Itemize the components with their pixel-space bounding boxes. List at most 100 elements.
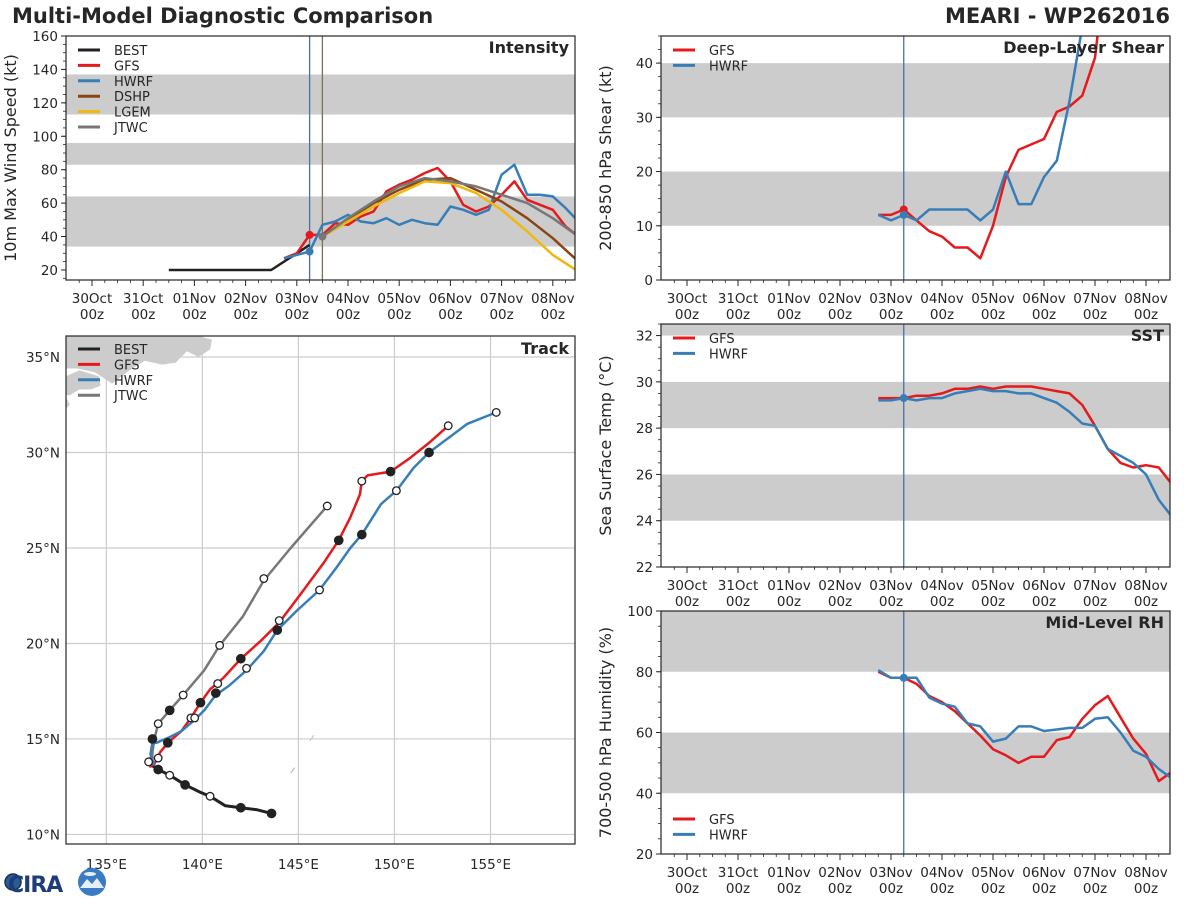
x-tick-label-date: 06Nov xyxy=(1022,291,1066,307)
island-mariana xyxy=(309,734,315,742)
track-point-00z-best xyxy=(266,808,277,819)
x-tick-label-date: 01Nov xyxy=(173,291,217,307)
shaded-band xyxy=(661,474,1170,521)
x-tick-label-date: 05Nov xyxy=(971,578,1015,594)
lon-tick-label: 145°E xyxy=(278,857,319,873)
track-point-00z-hwrf xyxy=(210,688,221,698)
track-point-00z-gfs xyxy=(235,653,246,664)
x-tick-label-date: 31Oct xyxy=(718,578,759,594)
initial-marker-jtwc xyxy=(318,232,327,241)
shaded-band xyxy=(661,171,1170,226)
shaded-band xyxy=(661,381,1170,429)
x-tick-label-date: 08Nov xyxy=(531,291,575,307)
x-tick-label-hour: 00z xyxy=(182,307,206,323)
x-tick-label-hour: 00z xyxy=(879,881,903,897)
panel-shear: 01020304030Oct00z31Oct00z01Nov00z02Nov00… xyxy=(596,35,1171,323)
x-tick-label-date: 02Nov xyxy=(224,291,268,307)
land-japan-honshu xyxy=(66,336,212,384)
initial-marker-hwrf xyxy=(899,210,908,219)
track-point-00z-hwrf xyxy=(272,625,283,635)
series-group xyxy=(168,163,575,272)
y-tick-label: 80 xyxy=(41,163,58,179)
y-tick-label: 20 xyxy=(636,847,653,863)
y-tick-label: 100 xyxy=(32,129,58,145)
x-tick-label-date: 31Oct xyxy=(718,865,759,881)
x-tick-label-hour: 00z xyxy=(726,881,750,897)
x-tick-label-hour: 00z xyxy=(336,307,360,323)
shaded-band xyxy=(661,611,1170,672)
series-line-hwrf xyxy=(283,163,575,260)
legend-label: BEST xyxy=(114,343,147,358)
track-point-12z-hwrf xyxy=(242,663,252,673)
plot-frame xyxy=(660,323,1171,568)
y-tick-label: 20 xyxy=(636,165,653,181)
y-axis-label: Sea Surface Temp (°C) xyxy=(596,355,615,535)
shaded-band xyxy=(66,142,575,165)
track-point-12z-gfs xyxy=(274,616,284,626)
y-tick-label: 100 xyxy=(627,604,653,620)
x-tick-label-hour: 00z xyxy=(1083,594,1107,610)
track-point-00z-gfs xyxy=(385,466,396,477)
track-point-00z-hwrf xyxy=(424,447,434,458)
legend-label: HWRF xyxy=(114,374,153,389)
shaded-band xyxy=(661,732,1170,794)
x-tick-label-hour: 00z xyxy=(1032,307,1056,323)
track-point-12z-jtwc xyxy=(322,501,332,511)
panel-rh: 2040608010030Oct00z31Oct00z01Nov00z02Nov… xyxy=(596,604,1171,897)
x-tick-label-hour: 00z xyxy=(828,594,852,610)
cira-logo-text: CIRA xyxy=(8,873,63,898)
x-tick-label-hour: 00z xyxy=(981,307,1005,323)
legend-label: HWRF xyxy=(709,59,748,74)
track-line-best xyxy=(149,751,272,815)
track-point-00z-best xyxy=(180,779,190,790)
y-tick-label: 40 xyxy=(636,56,653,72)
initial-marker-gfs xyxy=(305,230,314,239)
legend-label: JTWC xyxy=(113,121,148,136)
x-tick-label-date: 31Oct xyxy=(123,291,164,307)
legend-label: GFS xyxy=(114,358,140,373)
track-point-12z-jtwc xyxy=(153,719,163,729)
x-tick-label-hour: 00z xyxy=(777,881,801,897)
x-tick-label-date: 07Nov xyxy=(1073,578,1117,594)
x-tick-label-hour: 00z xyxy=(930,594,954,610)
track-line-jtwc xyxy=(151,505,329,762)
map-area xyxy=(66,336,575,844)
x-tick-label-date: 31Oct xyxy=(718,291,759,307)
y-tick-label: 26 xyxy=(636,467,653,483)
x-tick-label-date: 02Nov xyxy=(818,865,862,881)
land-japan-kyushu xyxy=(66,383,70,409)
x-tick-label-hour: 00z xyxy=(233,307,257,323)
series-line-hwrf xyxy=(877,36,1082,222)
x-tick-label-date: 30Oct xyxy=(667,578,708,594)
legend-label: JTWC xyxy=(113,389,148,404)
x-tick-label-hour: 00z xyxy=(1032,881,1056,897)
series-line-dshp xyxy=(321,176,575,261)
x-tick-label-date: 04Nov xyxy=(920,578,964,594)
x-tick-label-hour: 00z xyxy=(930,307,954,323)
y-tick-label: 24 xyxy=(636,514,653,530)
y-tick-label: 160 xyxy=(32,29,58,45)
x-tick-label-date: 04Nov xyxy=(326,291,370,307)
y-tick-label: 60 xyxy=(41,196,58,212)
x-tick-label-date: 06Nov xyxy=(429,291,473,307)
main-title: Multi-Model Diagnostic Comparison xyxy=(12,4,434,28)
track-point-00z-gfs xyxy=(333,535,344,546)
y-tick-label: 120 xyxy=(32,96,58,112)
initial-marker-hwrf xyxy=(899,394,908,403)
y-tick-label: 0 xyxy=(644,273,653,289)
track-point-12z-jtwc xyxy=(178,690,188,700)
panel-intensity: 2040608010012014016030Oct00z31Oct00z01No… xyxy=(1,29,576,323)
track-point-12z-hwrf xyxy=(315,585,324,595)
x-tick-label-date: 30Oct xyxy=(667,865,708,881)
y-tick-label: 60 xyxy=(636,726,653,742)
lat-tick-label: 20°N xyxy=(26,636,60,652)
track-point-12z-gfs xyxy=(213,679,223,689)
x-tick-label-hour: 00z xyxy=(131,307,155,323)
series-group xyxy=(877,669,1170,783)
track-point-12z-hwrf xyxy=(391,486,401,496)
track-point-12z-gfs xyxy=(153,753,163,763)
track-point-12z-best xyxy=(165,770,175,780)
y-tick-label: 32 xyxy=(636,329,653,345)
